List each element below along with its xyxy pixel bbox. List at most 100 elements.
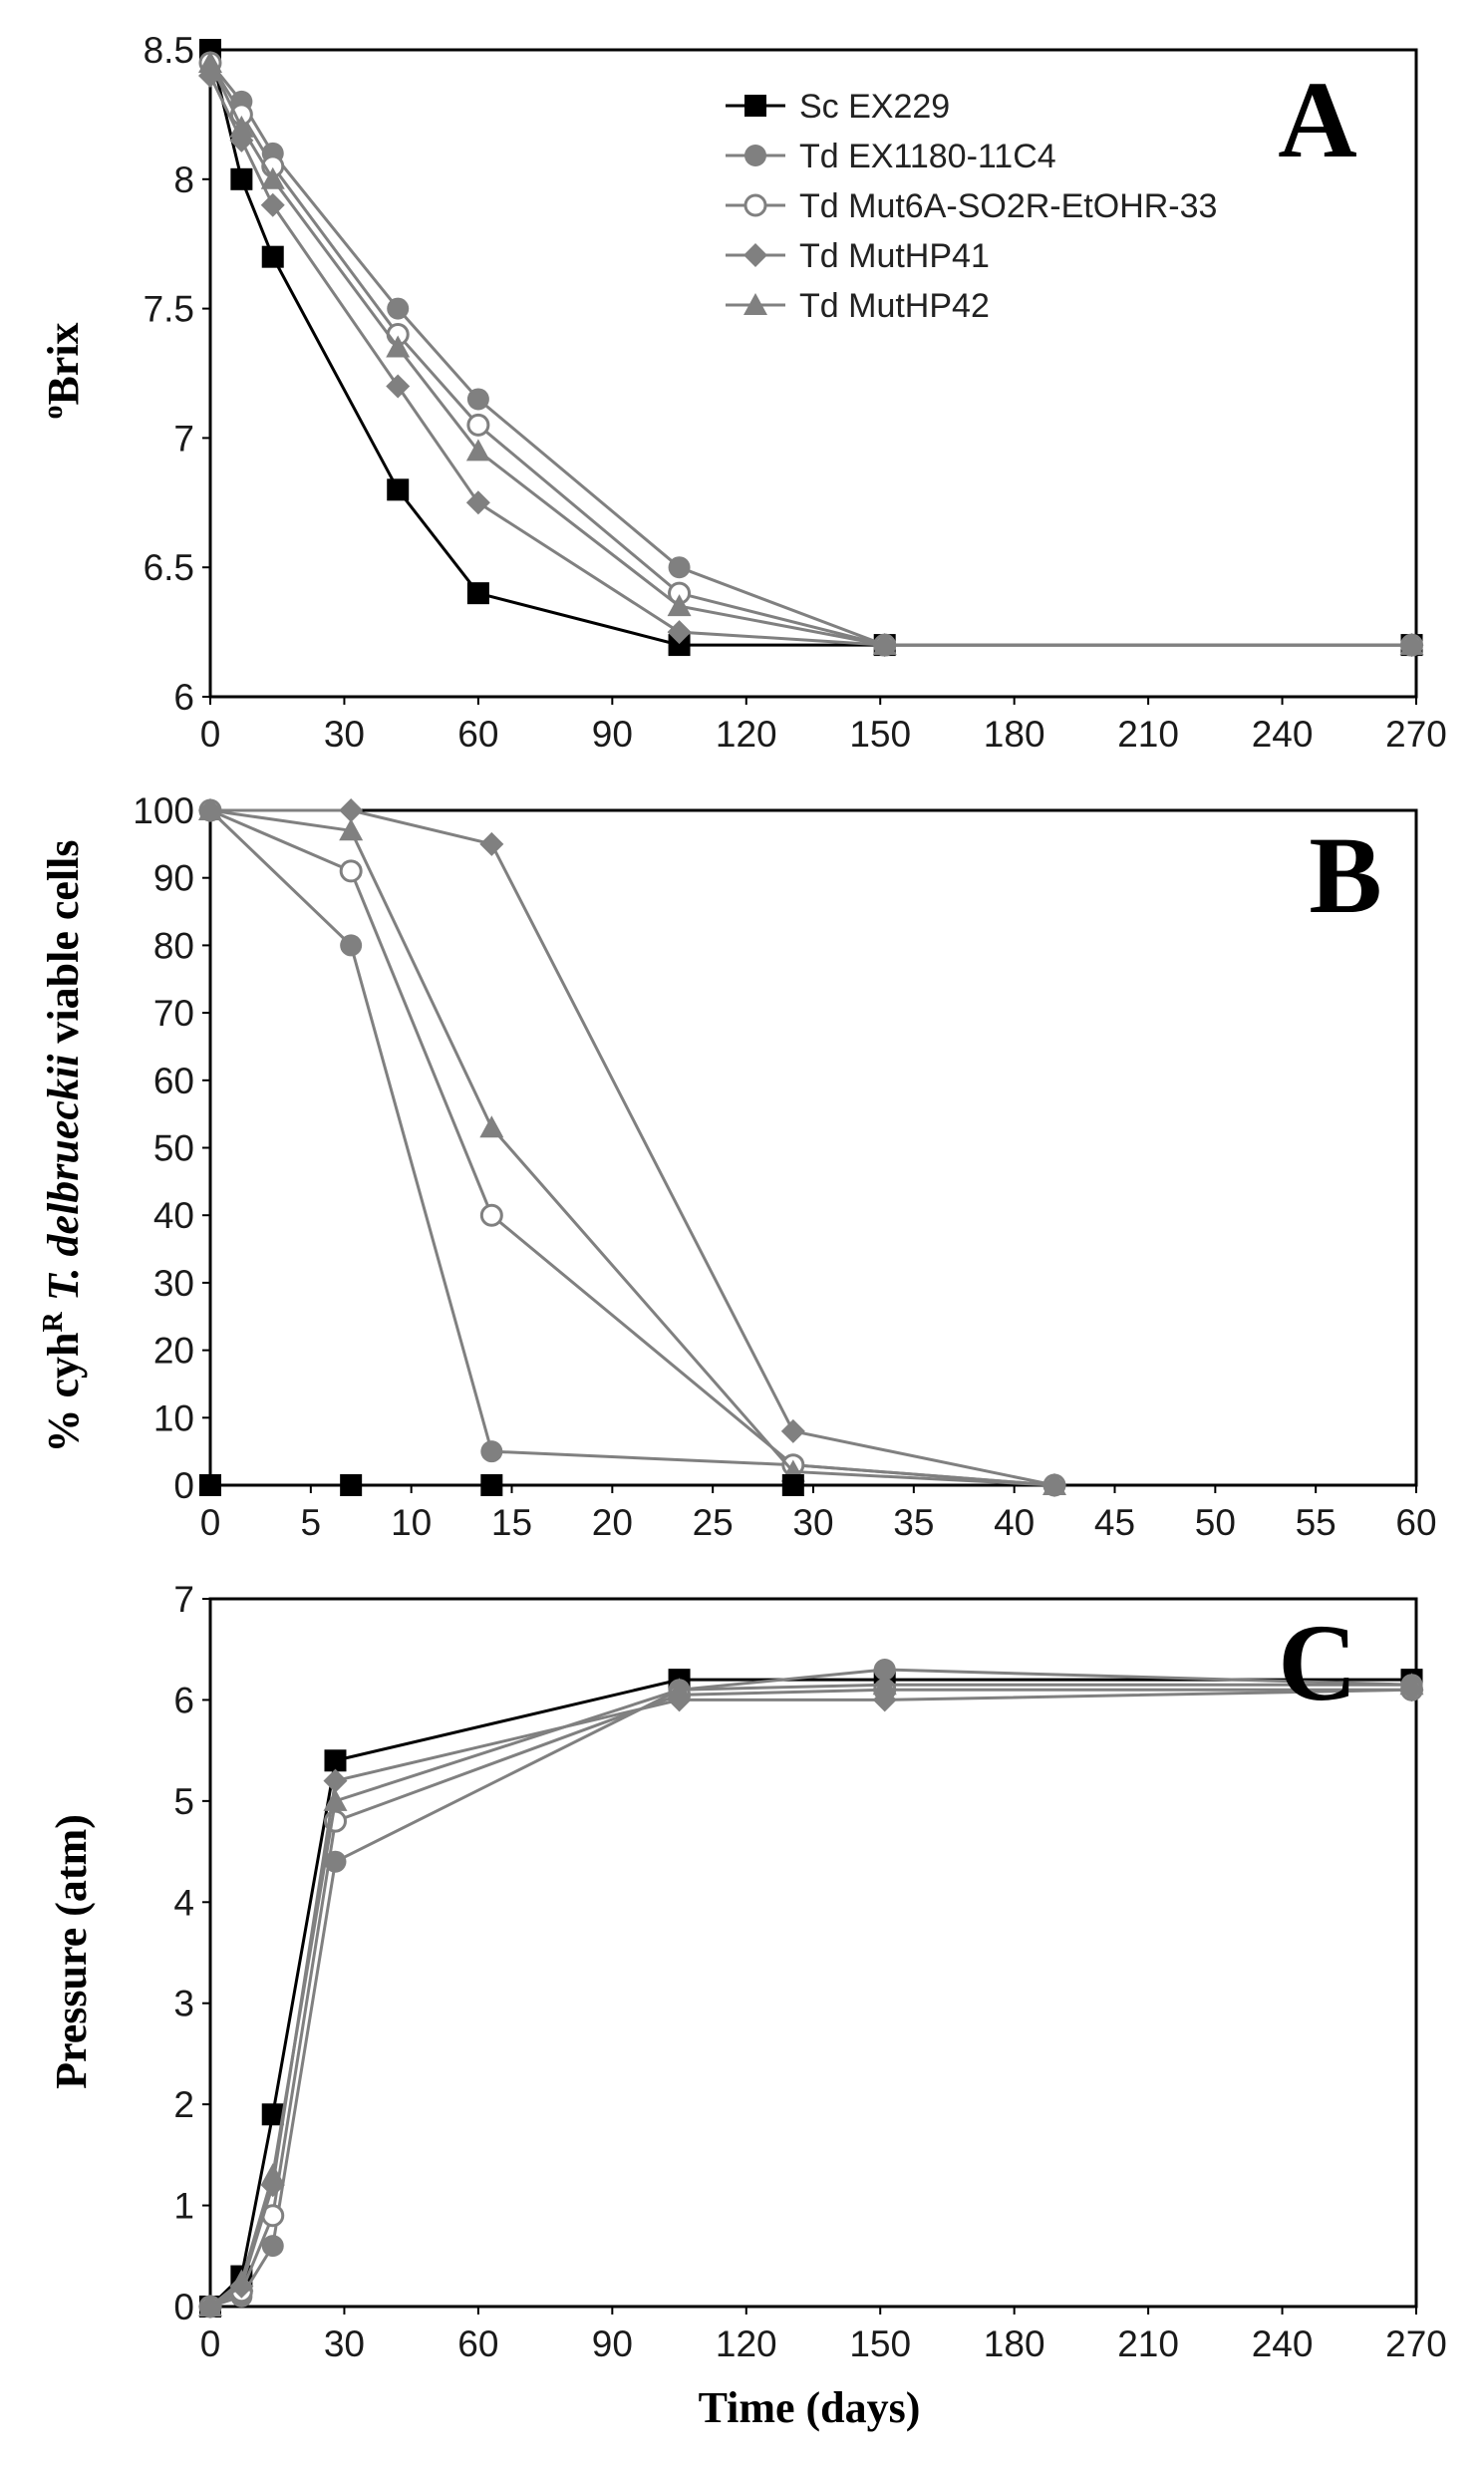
- y-tick-label: 3: [173, 1984, 194, 2024]
- data-point: [198, 798, 222, 820]
- y-tick-label: 70: [153, 993, 194, 1034]
- data-point: [466, 388, 489, 411]
- y-tick-label: 6: [173, 677, 194, 718]
- x-tick-label: 0: [200, 714, 221, 755]
- data-point: [339, 859, 363, 883]
- y-tick-label: 0: [173, 1465, 194, 1506]
- series-line: [208, 49, 1412, 647]
- y-tick-label: 0: [173, 2287, 194, 2327]
- x-tick-label: 5: [301, 1502, 322, 1543]
- x-tick-label: 50: [1195, 1502, 1236, 1543]
- legend-marker: [743, 293, 767, 315]
- y-tick-label: 60: [153, 1061, 194, 1101]
- panel-c-plot-frame: [208, 1597, 1418, 2309]
- legend-entry: Td Mut6A-SO2R-EtOHR-33: [726, 187, 1217, 225]
- x-tick-label: 60: [1395, 1502, 1436, 1543]
- y-tick-label: 8: [173, 159, 194, 200]
- x-tick-label: 60: [457, 714, 498, 755]
- data-point: [1042, 1473, 1066, 1495]
- series-td-ex1180-11c4: [199, 799, 1065, 1496]
- x-tick-label: 120: [716, 714, 777, 755]
- x-tick-label: 210: [1117, 714, 1179, 755]
- y-tick-label: 10: [153, 1397, 194, 1438]
- series-line: [210, 808, 1055, 1487]
- x-tick-label: 120: [716, 2323, 777, 2364]
- x-tick-label: 0: [200, 2323, 221, 2364]
- data-point: [479, 1203, 503, 1227]
- y-tick-label: 30: [153, 1263, 194, 1304]
- panel-a-label: A: [1278, 59, 1356, 180]
- y-tick-label: 1: [173, 2186, 194, 2227]
- x-tick-label: 60: [457, 2323, 498, 2364]
- series-td-muthp41: [198, 798, 1066, 1497]
- legend-label: Td Mut6A-SO2R-EtOHR-33: [799, 187, 1217, 225]
- panel-b-plot-frame: [208, 808, 1418, 1487]
- data-point: [386, 335, 411, 358]
- legend-label: Td MutHP42: [799, 287, 990, 325]
- data-point: [479, 1115, 504, 1138]
- x-tick-label: 180: [984, 714, 1045, 755]
- series-line: [208, 1678, 1412, 2309]
- data-point: [668, 556, 691, 579]
- data-point: [466, 413, 490, 437]
- data-point: [1399, 633, 1424, 656]
- series-td-mut6a-so2r-etohr-33: [198, 1678, 1424, 2318]
- data-point: [387, 478, 410, 501]
- y-tick-label: 2: [173, 2084, 194, 2125]
- data-point: [465, 490, 490, 515]
- panel-c-label: C: [1278, 1602, 1356, 1723]
- legend-marker: [743, 243, 767, 267]
- legend-entry: Td EX1180-11C4: [726, 138, 1056, 175]
- x-tick-label: 55: [1296, 1502, 1336, 1543]
- series-line: [209, 1683, 1412, 2309]
- panel-a: 0 30 60 90 120 150 180 210 240 270 6 6.5 7 7.5 8 8.5 A…: [38, 30, 1447, 755]
- x-tick-label: 270: [1385, 714, 1447, 755]
- series-sc-ex229: [199, 1474, 804, 1496]
- data-point: [480, 1440, 503, 1463]
- data-point: [339, 818, 364, 841]
- x-tick-label: 30: [324, 714, 365, 755]
- data-point: [667, 620, 692, 645]
- data-point: [479, 831, 504, 856]
- panel-a-plot-frame: [208, 48, 1418, 699]
- legend-marker: [744, 95, 766, 117]
- legend-entry: Td MutHP42: [726, 287, 990, 325]
- x-tick-label: 40: [994, 1502, 1035, 1543]
- legend-label: Td EX1180-11C4: [799, 138, 1056, 175]
- data-point: [261, 2235, 284, 2258]
- y-tick-label: 40: [153, 1195, 194, 1236]
- data-point: [229, 115, 254, 138]
- series-line: [209, 1668, 1412, 2309]
- x-tick-label: 90: [592, 2323, 633, 2364]
- panel-a-y-title: oBrix: [38, 322, 88, 419]
- y-tick-label: 6: [173, 1680, 194, 1720]
- legend-label: Sc EX229: [799, 88, 950, 126]
- data-point: [387, 297, 410, 320]
- x-tick-label: 90: [592, 714, 633, 755]
- data-point: [340, 934, 363, 957]
- y-tick-label: 4: [173, 1882, 194, 1923]
- y-tick-label: 5: [173, 1781, 194, 1822]
- data-point: [261, 2103, 284, 2126]
- x-tick-label: 45: [1094, 1502, 1135, 1543]
- data-point: [199, 1474, 221, 1496]
- data-point: [386, 374, 411, 399]
- y-tick-label: 7.5: [144, 289, 194, 330]
- data-point: [667, 1678, 692, 1700]
- legend-entry: Sc EX229: [726, 88, 950, 126]
- data-point: [466, 582, 489, 605]
- x-tick-label: 150: [849, 2323, 911, 2364]
- series-sc-ex229: [199, 1669, 1423, 2317]
- x-tick-label: 10: [391, 1502, 432, 1543]
- data-point: [230, 167, 253, 190]
- legend-entry: Td MutHP41: [726, 237, 990, 275]
- y-tick-label: 80: [153, 925, 194, 966]
- panel-b-label: B: [1309, 814, 1381, 936]
- data-point: [668, 634, 691, 657]
- x-tick-label: 150: [849, 714, 911, 755]
- data-point: [667, 594, 692, 617]
- series-line: [208, 75, 1412, 647]
- data-point: [260, 2163, 285, 2186]
- y-tick-label: 7: [173, 1579, 194, 1620]
